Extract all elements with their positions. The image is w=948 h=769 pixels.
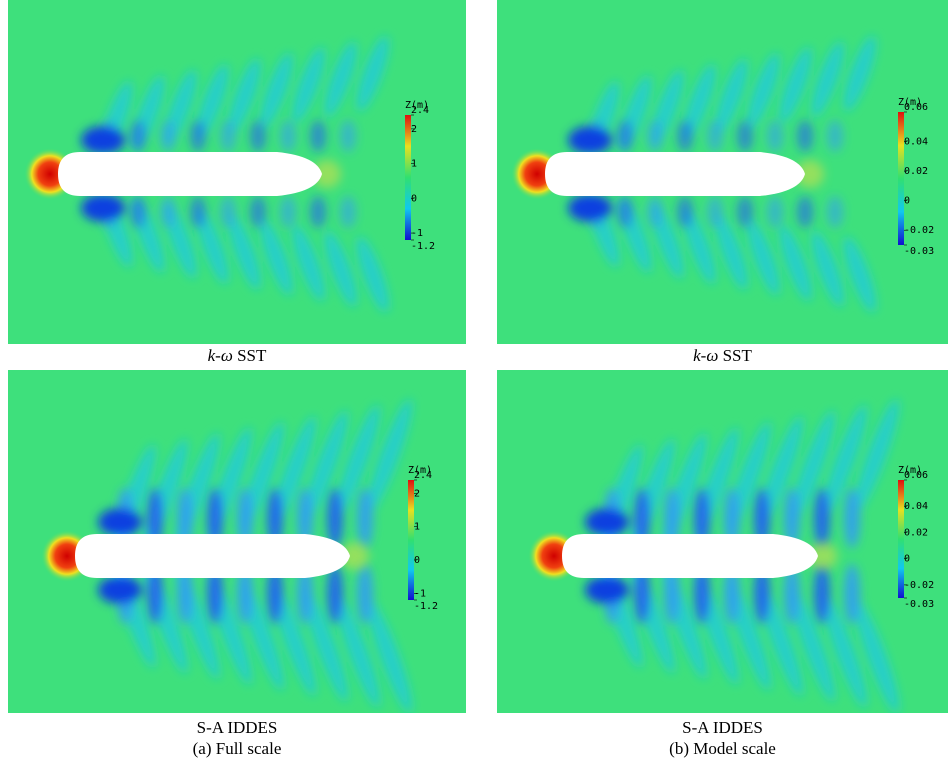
trough: [357, 488, 373, 548]
trough: [130, 120, 146, 152]
trough: [737, 120, 753, 152]
trough: [647, 120, 663, 152]
figure: Z(m)2.4210-1-1.2k-ω SSTZ(m)0.060.040.020…: [0, 0, 948, 769]
panel-caption: S-A IDDES: [682, 718, 763, 737]
trough: [340, 120, 356, 152]
colorbar-tick-label: -0.03: [904, 599, 934, 610]
panel-caption: S-A IDDES: [197, 718, 278, 737]
trough: [844, 488, 860, 548]
hull: [562, 534, 818, 578]
bow-trough: [568, 126, 612, 154]
caption-method: S-A IDDES: [197, 718, 278, 737]
colorbar-tick-label: -1: [411, 228, 423, 239]
field: [8, 370, 466, 716]
trough: [814, 488, 830, 548]
colorbar-tick-label: 0.02: [904, 166, 928, 177]
trough: [617, 196, 633, 228]
trough: [767, 196, 783, 228]
bow-trough: [585, 508, 629, 536]
trough: [707, 120, 723, 152]
trough: [767, 120, 783, 152]
colorbar-tick-label: 0: [904, 554, 910, 565]
subcaption: (a) Full scale: [193, 739, 282, 758]
colorbar-tick-label: 2.4: [411, 105, 429, 116]
colorbar-tick-label: 2.4: [414, 470, 432, 481]
colorbar-tick-label: 2: [411, 124, 417, 135]
trough: [250, 196, 266, 228]
colorbar-tick-label: -0.03: [904, 246, 934, 257]
colorbar-tick-label: 1: [414, 522, 420, 533]
trough: [280, 120, 296, 152]
bow-trough: [98, 508, 142, 536]
trough: [340, 196, 356, 228]
trough: [827, 120, 843, 152]
hull: [58, 152, 322, 196]
trough: [357, 564, 373, 624]
colorbar-tick-label: 0.04: [904, 501, 928, 512]
colorbar-tick-label: 0.06: [904, 102, 928, 113]
trough: [814, 564, 830, 624]
colorbar-tick-label: 1: [411, 159, 417, 170]
colorbar-tick-label: -0.02: [904, 225, 934, 236]
trough: [797, 196, 813, 228]
colorbar-tick-label: 0.06: [904, 470, 928, 481]
hull: [545, 152, 805, 196]
subcaption: (b) Model scale: [669, 739, 776, 758]
colorbar-tick-label: -1.2: [414, 601, 438, 612]
trough: [160, 120, 176, 152]
caption-method: SST: [723, 346, 753, 365]
bow-trough: [81, 126, 125, 154]
colorbar-tick-label: 0: [414, 555, 420, 566]
trough: [844, 564, 860, 624]
bow-trough: [568, 194, 612, 222]
trough: [160, 196, 176, 228]
trough: [220, 196, 236, 228]
colorbar-tick-label: 0: [411, 193, 417, 204]
field: [497, 0, 948, 344]
trough: [190, 120, 206, 152]
caption-method: SST: [237, 346, 267, 365]
trough: [677, 120, 693, 152]
trough: [310, 196, 326, 228]
trough: [647, 196, 663, 228]
caption-method-italic: k-ω: [693, 346, 718, 365]
contour-panel: Z(m)0.060.040.020-0.02-0.03: [497, 370, 948, 716]
trough: [250, 120, 266, 152]
field: [497, 370, 948, 716]
trough: [797, 120, 813, 152]
trough: [130, 196, 146, 228]
trough: [310, 120, 326, 152]
bow-trough: [98, 576, 142, 604]
contour-panel: Z(m)0.060.040.020-0.02-0.03: [497, 0, 948, 344]
colorbar-tick-label: -1.2: [411, 241, 435, 252]
trough: [617, 120, 633, 152]
trough: [737, 196, 753, 228]
trough: [190, 196, 206, 228]
colorbar-tick-label: 2: [414, 488, 420, 499]
trough: [707, 196, 723, 228]
colorbar-tick-label: 0.02: [904, 527, 928, 538]
panel-caption: k-ω SST: [208, 346, 267, 365]
trough: [220, 120, 236, 152]
colorbar-tick-label: -0.02: [904, 580, 934, 591]
hull: [75, 534, 350, 578]
colorbar-tick-label: -1: [414, 588, 426, 599]
caption-method-italic: k-ω: [208, 346, 233, 365]
bow-trough: [81, 194, 125, 222]
trough: [280, 196, 296, 228]
colorbar-tick-label: 0.04: [904, 137, 928, 148]
colorbar-tick-label: 0: [904, 196, 910, 207]
trough: [827, 196, 843, 228]
field: [8, 0, 466, 344]
caption-method: S-A IDDES: [682, 718, 763, 737]
bow-trough: [585, 576, 629, 604]
panel-caption: k-ω SST: [693, 346, 752, 365]
trough: [677, 196, 693, 228]
